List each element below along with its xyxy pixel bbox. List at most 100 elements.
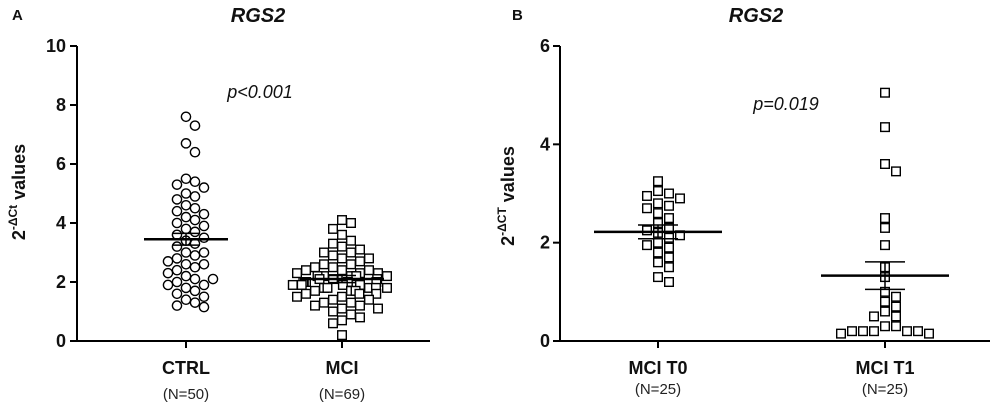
panel-a-ctrl-point — [181, 112, 190, 121]
panel-a-mci-point — [297, 281, 306, 290]
panel-a-ctrl-point — [181, 260, 190, 269]
panel-a-mci-point — [338, 304, 347, 313]
panel-b-mci-t1-point — [925, 329, 934, 338]
panel-b-mci-t1-point — [892, 292, 901, 301]
panel-a-y-axis-label: 2-ΔCt values — [6, 144, 29, 240]
panel-b-mci-t0-point — [665, 263, 674, 272]
panel-a-mci-point — [329, 263, 338, 272]
panel-a-mci-point — [347, 310, 356, 319]
panel-b-y-tick-label: 6 — [540, 36, 550, 56]
figure: A RGS2 p<0.001 CTRL (N=50) MCI (N=69) 2-… — [0, 0, 1000, 409]
panel-a-mci-point — [311, 287, 320, 296]
panel-a-mci-point — [338, 331, 347, 340]
panel-a-y-tick-label: 8 — [56, 95, 66, 115]
panel-a-mci-point — [329, 295, 338, 304]
panel-a-ctrl-point — [181, 248, 190, 257]
panel-a-mci-point — [355, 290, 364, 299]
panel-b-mci-t0-point — [654, 187, 663, 196]
panel-b-mci-t1-point — [881, 224, 890, 233]
panel-a-mci-point — [347, 248, 356, 257]
panel-a-ctrl-point — [172, 301, 181, 310]
panel-a-ctrl-point — [199, 280, 208, 289]
panel-b-category-mci-t0: MCI T0 — [628, 358, 687, 378]
panel-a-ctrl-point — [181, 139, 190, 148]
panel-b-mci-t0-point — [654, 248, 663, 257]
panel-b-y-tick-label: 4 — [540, 134, 550, 154]
panel-b-title: RGS2 — [729, 5, 783, 27]
panel-b-category-mci-t1: MCI T1 — [855, 358, 914, 378]
panel-b-mci-t0-point — [643, 226, 652, 235]
panel-a-n-mci: (N=69) — [319, 386, 365, 403]
panel-b-mci-t0-point — [665, 189, 674, 198]
panel-b-mci-t1-point — [914, 327, 923, 336]
panel-a-mci-point — [347, 260, 356, 269]
panel-a-y-tick-label: 6 — [56, 154, 66, 174]
panel-b-mci-t1-point — [881, 322, 890, 331]
panel-b-mci-t1-point — [881, 297, 890, 306]
panel-a-mci-point — [311, 263, 320, 272]
panel-a-mci-point — [356, 257, 365, 266]
panel-a-ctrl-point — [190, 286, 199, 295]
panel-a-ctrl-point — [190, 148, 199, 157]
panel-a-mci-point — [289, 281, 298, 290]
panel-a-ctrl-point — [190, 274, 199, 283]
panel-b-mci-t1-point — [892, 167, 901, 176]
panel-a-ctrl-point — [172, 195, 181, 204]
panel-b-mci-t1-point — [892, 322, 901, 331]
panel-b-mci-t1-point — [881, 307, 890, 316]
panel-b-p-value: p=0.019 — [752, 94, 819, 114]
panel-a-y-tick-label: 10 — [46, 36, 66, 56]
panel-b-mci-t0-point — [654, 258, 663, 267]
panel-b-y-tick-label: 0 — [540, 331, 550, 351]
panel-b-mci-t0-point — [665, 214, 674, 223]
panel-a-y-tick-label: 2 — [56, 272, 66, 292]
panel-a-ctrl-point — [163, 280, 172, 289]
panel-a-ctrl-point — [172, 289, 181, 298]
panel-a-mci-point — [311, 301, 320, 310]
panel-a-mci-point — [320, 298, 329, 307]
panel-b-mci-t0-point — [643, 241, 652, 250]
panel-a-mci-point — [347, 219, 356, 228]
panel-a-ctrl-point — [199, 210, 208, 219]
panel-a-ctrl-point — [172, 277, 181, 286]
panel-a-ctrl-point — [190, 121, 199, 130]
panel-a-mci-point — [356, 245, 365, 254]
panel-b-mci-t1-point — [859, 327, 868, 336]
panel-b-mci-t0-point — [654, 209, 663, 218]
panel-a-mci-point — [347, 236, 356, 245]
panel-label-a: A — [12, 7, 23, 24]
panel-a-mci-point — [338, 216, 347, 225]
panel-a-ctrl-point — [190, 204, 199, 213]
panel-a-mci-point — [329, 251, 338, 260]
panel-label-b: B — [512, 7, 523, 24]
panel-a-ctrl-point — [199, 183, 208, 192]
panel-a-ctrl-point — [199, 221, 208, 230]
panel-a-y-tick-label: 0 — [56, 331, 66, 351]
panel-a-ctrl-point — [190, 177, 199, 186]
panel-a-ctrl-point — [172, 242, 181, 251]
panel-a-ctrl-point — [181, 201, 190, 210]
panel-b-mci-t0-point — [654, 199, 663, 208]
panel-a-ctrl-point — [199, 233, 208, 242]
panel-a-ctrl-point — [172, 254, 181, 263]
panel-a-ctrl-point — [181, 224, 190, 233]
panel-a-p-value: p<0.001 — [226, 82, 293, 102]
panel-b-n-mci-t1: (N=25) — [862, 381, 908, 398]
panel-a-ctrl-point — [181, 272, 190, 281]
panel-b-mci-t0-point — [643, 204, 652, 213]
panel-a-ctrl-point — [163, 257, 172, 266]
panel-a-ctrl-point — [208, 274, 217, 283]
panel-b-mci-t0-point — [665, 253, 674, 262]
panel-a-mci-point — [329, 319, 338, 328]
panel-b-mci-t1-point — [881, 214, 890, 223]
panel-a-mci-point — [383, 284, 392, 293]
panel-a-ctrl-point — [181, 174, 190, 183]
panel-a-mci-point — [347, 298, 356, 307]
panel-a-mci-point — [329, 225, 338, 234]
panel-a-ctrl-point — [190, 227, 199, 236]
panel-b-mci-t0-point — [676, 194, 685, 203]
panel-b-mci-t0-point — [665, 243, 674, 252]
panel-a-ctrl-point — [199, 292, 208, 301]
panel-b-mci-t0-point — [643, 192, 652, 201]
panel-b-y-tick-label: 2 — [540, 233, 550, 253]
